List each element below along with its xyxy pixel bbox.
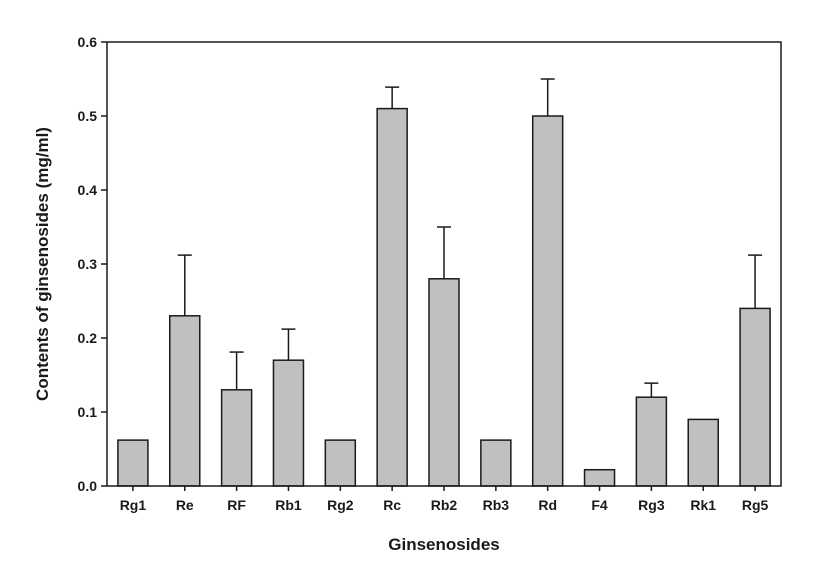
y-axis-ticks: 0.0 0.1 0.2 0.3 0.4 0.5 0.6 [78,34,107,494]
y-axis-title: Contents of ginsenosides (mg/ml) [33,127,52,401]
bar-rg1 [117,439,149,487]
error-bar-re [177,254,192,316]
x-tick-label: Rd [538,497,557,513]
x-tick-label: Rg3 [638,497,665,513]
x-tick-label: RF [227,497,246,513]
y-tick-label: 0.4 [78,182,98,198]
error-bar-rd [540,78,555,116]
x-tick-label: Rb2 [431,497,458,513]
bar-f4 [583,468,616,487]
x-axis-title: Ginsenosides [388,535,499,554]
x-tick-label: Rg2 [327,497,354,513]
error-bar-rf [229,351,244,390]
bar-rg5 [739,307,771,487]
bar-rf [220,389,253,487]
bar-rc [376,107,408,487]
y-tick-label: 0.3 [78,256,98,272]
error-bar-rg3 [644,382,659,398]
y-tick-label: 0.1 [78,404,98,420]
x-tick-label: Rb3 [483,497,510,513]
bar-rb1 [272,359,305,487]
error-bar-rc [385,86,400,109]
bar-rk1 [687,418,719,487]
error-bar-rb2 [437,226,451,279]
x-tick-label: Re [176,497,194,513]
bar-rb2 [428,278,460,487]
y-tick-label: 0.2 [78,330,98,346]
x-tick-label: Rb1 [275,497,302,513]
x-tick-label: F4 [591,497,608,513]
x-axis-category-labels: Rg1 Re RF Rb1 Rg2 Rc Rb2 Rb3 Rd F4 Rg3 Rk1 Rg5 [120,486,769,513]
x-tick-label: Rg1 [120,497,147,513]
bars-group [117,107,771,487]
x-tick-label: Rk1 [690,497,716,513]
y-tick-label: 0.6 [78,34,98,50]
y-tick-label: 0.0 [78,478,98,494]
bar-rg2 [324,439,357,487]
bar-rg3 [635,396,668,487]
bar-rb3 [480,439,512,487]
error-bar-rg5 [748,254,763,309]
error-bar-rb1 [281,328,296,361]
y-tick-label: 0.5 [78,108,98,124]
bar-re [169,315,201,487]
bar-rd [531,115,564,487]
x-tick-label: Rg5 [742,497,769,513]
error-bars-group [177,78,763,398]
x-tick-label: Rc [383,497,401,513]
